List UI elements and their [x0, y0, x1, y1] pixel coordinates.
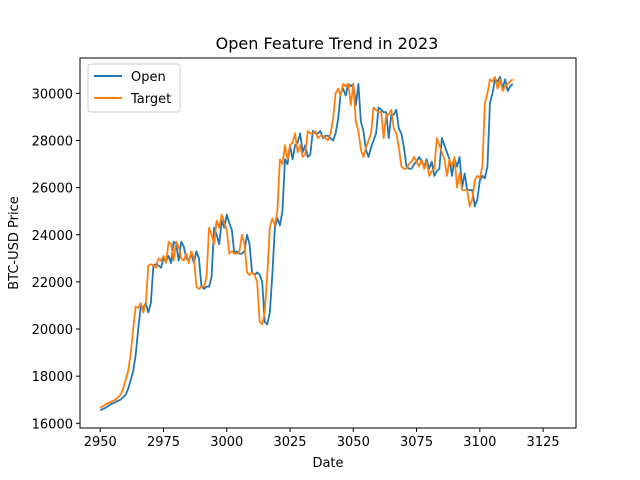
y-tick-label: 18000 [32, 370, 73, 385]
plot-frame [79, 57, 577, 429]
x-tick-label: 2950 [84, 435, 117, 450]
y-axis: 16000 18000 20000 22000 24000 26000 28000 30000 [32, 87, 80, 432]
y-axis-label: BTC-USD Price [7, 196, 22, 290]
x-tick-label: 3050 [337, 435, 370, 450]
y-tick-label: 24000 [32, 229, 73, 244]
x-tick-label: 3125 [527, 435, 560, 450]
x-tick-label: 2975 [147, 435, 180, 450]
y-tick-label: 20000 [32, 323, 73, 338]
series-line-target [99, 75, 514, 409]
x-axis: 2950 2975 3000 3025 3050 3075 3100 3125 [84, 428, 560, 450]
chart-title: Open Feature Trend in 2023 [216, 34, 439, 53]
x-tick-label: 3000 [210, 435, 243, 450]
x-tick-label: 3075 [400, 435, 433, 450]
x-tick-label: 3025 [273, 435, 306, 450]
series-line-open [99, 75, 514, 412]
plot-area [99, 75, 514, 412]
legend-label-target: Target [130, 92, 171, 107]
x-tick-label: 3100 [463, 435, 496, 450]
x-axis-label: Date [312, 456, 343, 471]
y-tick-label: 22000 [32, 276, 73, 291]
y-tick-label: 30000 [32, 87, 73, 102]
legend-label-open: Open [131, 70, 166, 85]
y-tick-label: 16000 [32, 417, 73, 432]
legend: Open Target [87, 63, 181, 113]
y-tick-label: 28000 [32, 134, 73, 149]
y-tick-label: 26000 [32, 182, 73, 197]
